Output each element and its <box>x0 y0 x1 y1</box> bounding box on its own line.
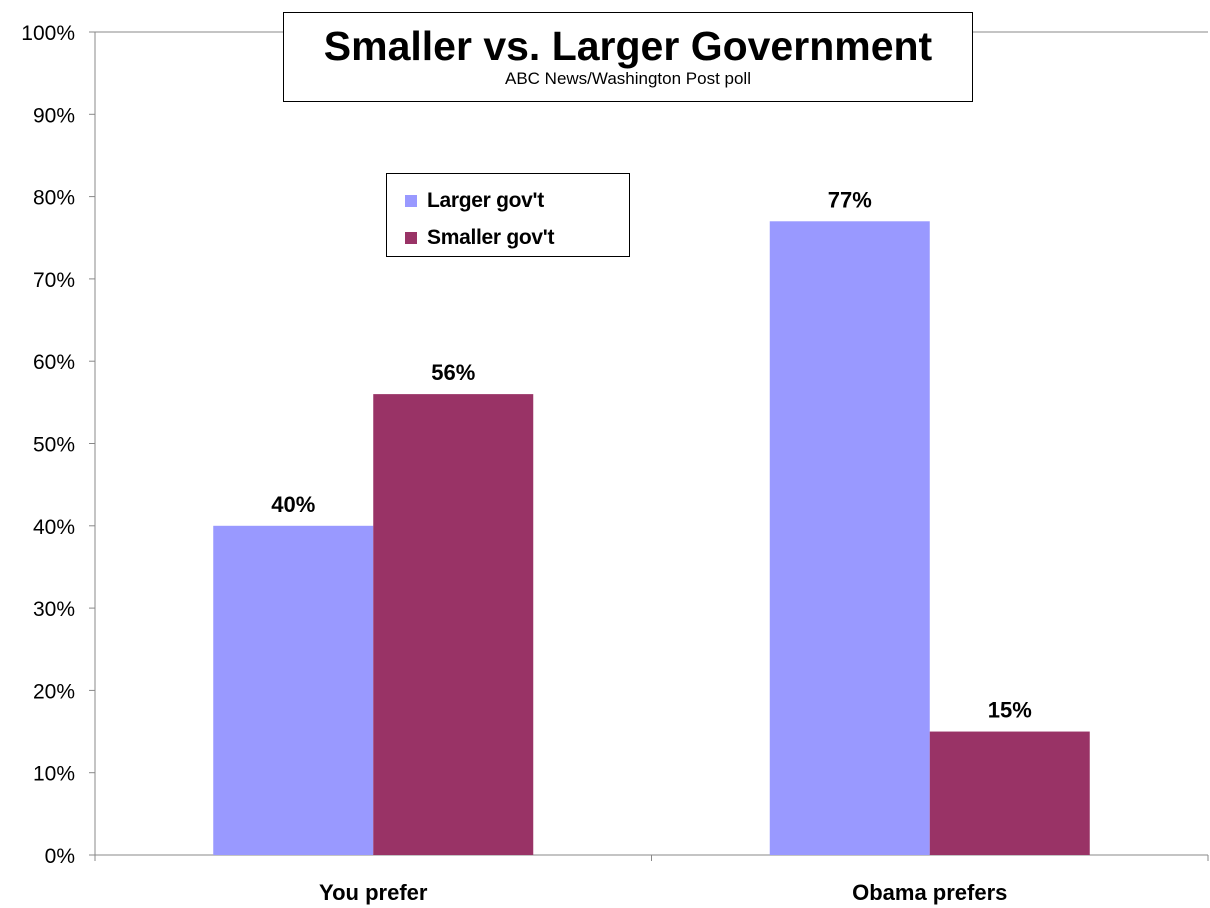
y-tick-label: 50% <box>33 434 75 457</box>
bar <box>929 731 1090 855</box>
bars <box>213 221 1090 856</box>
data-label: 77% <box>828 187 872 212</box>
bar <box>769 221 930 856</box>
x-tick-label: Obama prefers <box>852 880 1007 905</box>
axes: 0% 10% 20% 30% 40% 50% 60% 70% 80% 90% 100% You pre… <box>21 22 1209 905</box>
legend: Larger gov't Smaller gov't <box>386 173 630 257</box>
chart-title: Smaller vs. Larger Government <box>323 23 933 69</box>
legend-label-larger: Larger gov't <box>427 189 544 212</box>
legend-label-smaller: Smaller gov't <box>427 226 555 249</box>
bar <box>213 525 374 855</box>
legend-swatch-smaller <box>405 232 417 244</box>
y-tick-label: 40% <box>33 516 75 539</box>
legend-swatch-larger <box>405 195 417 207</box>
legend-item-smaller: Smaller gov't <box>405 225 554 251</box>
data-labels: 40% 56% 77% 15% <box>271 187 1032 722</box>
y-tick-label: 10% <box>33 763 75 786</box>
y-tick-label: 60% <box>33 351 75 374</box>
y-tick-label: 100% <box>21 22 75 45</box>
y-tick-label: 70% <box>33 269 75 292</box>
data-label: 15% <box>988 698 1032 723</box>
legend-item-larger: Larger gov't <box>405 188 544 214</box>
chart-title-box: Smaller vs. Larger Government ABC News/W… <box>283 12 973 102</box>
y-tick-label: 90% <box>33 104 75 127</box>
data-label: 56% <box>431 360 475 385</box>
y-tick-label: 80% <box>33 187 75 210</box>
x-tick-label: You prefer <box>319 880 428 905</box>
y-tick-label: 0% <box>45 845 75 868</box>
y-tick-label: 30% <box>33 598 75 621</box>
chart-subtitle: ABC News/Washington Post poll <box>505 69 751 88</box>
bar <box>373 394 534 855</box>
data-label: 40% <box>271 492 315 517</box>
y-tick-label: 20% <box>33 680 75 703</box>
